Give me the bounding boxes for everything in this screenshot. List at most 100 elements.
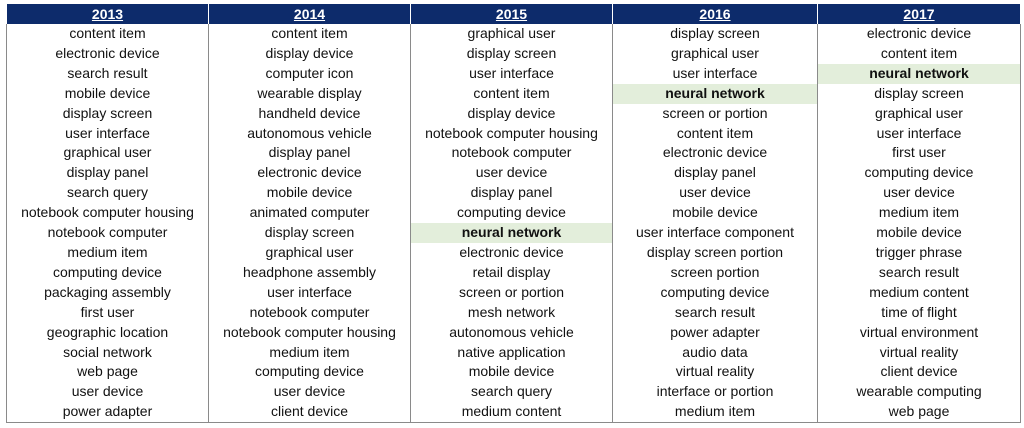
table-cell: search result <box>817 262 1021 283</box>
table-cell: display screen <box>410 43 613 64</box>
table-row: user device user device search query interf… <box>6 382 1021 403</box>
table-cell: search query <box>6 183 209 204</box>
table-cell: mobile device <box>208 183 411 204</box>
table-cell: audio data <box>612 342 818 363</box>
table-cell: power adapter <box>6 402 209 424</box>
table-cell: screen or portion <box>410 282 613 303</box>
table-cell: medium item <box>817 203 1021 224</box>
table-row: power adapter client device medium content… <box>6 402 1021 424</box>
table-cell: content item <box>612 123 818 144</box>
table-cell: user device <box>6 382 209 403</box>
table-cell: notebook computer <box>6 223 209 243</box>
table-row: computing device headphone assembly retail… <box>6 262 1021 283</box>
table-cell: mobile device <box>612 203 818 224</box>
table-cell: trigger phrase <box>817 242 1021 263</box>
table-cell: web page <box>6 362 209 383</box>
table-cell: electronic device <box>817 24 1021 44</box>
table-cell: mesh network <box>410 302 613 323</box>
table-row: search result computer icon user interface… <box>6 63 1021 84</box>
table-cell: medium item <box>208 342 411 363</box>
table-cell: autonomous vehicle <box>208 123 411 144</box>
table-cell: medium content <box>410 402 613 424</box>
table-cell: display panel <box>410 183 613 204</box>
table-cell: user interface <box>6 123 209 144</box>
table-cell: search result <box>612 302 818 323</box>
table-cell: notebook computer housing <box>208 322 411 343</box>
table-cell: user device <box>817 183 1021 204</box>
table-cell: electronic device <box>208 163 411 184</box>
table-cell: user device <box>612 183 818 204</box>
table-cell: computing device <box>6 262 209 283</box>
table-row: geographic location notebook computer hou… <box>6 322 1021 343</box>
table-cell: user device <box>410 163 613 184</box>
table-row: user interface autonomous vehicle notebook… <box>6 123 1021 144</box>
table-cell: content item <box>6 24 209 44</box>
term-ranking-table: 2013 2014 2015 2016 2017 content item con… <box>6 4 1021 424</box>
table-cell: display panel <box>208 143 411 164</box>
table-cell: content item <box>817 43 1021 64</box>
table-cell: medium item <box>612 402 818 424</box>
table-row: medium item graphical user electronic devi… <box>6 242 1021 263</box>
table-row: electronic device display device display s… <box>6 43 1021 64</box>
table-cell: computing device <box>612 282 818 303</box>
table-cell: graphical user <box>817 103 1021 124</box>
table-row: notebook computer housing animated comput… <box>6 203 1021 224</box>
table-cell: computing device <box>817 163 1021 184</box>
table-row: notebook computer display screen neural ne… <box>6 223 1021 243</box>
table-cell: virtual environment <box>817 322 1021 343</box>
table-cell: mobile device <box>410 362 613 383</box>
table-cell: notebook computer <box>410 143 613 164</box>
table-cell: electronic device <box>6 43 209 64</box>
table-row: display screen handheld device display dev… <box>6 103 1021 124</box>
table-cell: medium item <box>6 242 209 263</box>
table-cell: mobile device <box>817 223 1021 243</box>
table-cell: screen portion <box>612 262 818 283</box>
table-cell: search result <box>6 63 209 84</box>
table-cell: electronic device <box>612 143 818 164</box>
table-cell: computing device <box>208 362 411 383</box>
table-cell: client device <box>208 402 411 424</box>
highlighted-cell: neural network <box>817 63 1021 84</box>
table-cell: user interface <box>410 63 613 84</box>
table-cell: retail display <box>410 262 613 283</box>
table-row: display panel electronic device user devic… <box>6 163 1021 184</box>
table-cell: geographic location <box>6 322 209 343</box>
table-cell: user interface component <box>612 223 818 243</box>
table-cell: content item <box>208 24 411 44</box>
table-cell: display device <box>410 103 613 124</box>
table-cell: electronic device <box>410 242 613 263</box>
table-cell: content item <box>410 83 613 104</box>
table-cell: handheld device <box>208 103 411 124</box>
table-cell: wearable computing <box>817 382 1021 403</box>
table-cell: notebook computer housing <box>410 123 613 144</box>
table-cell: first user <box>817 143 1021 164</box>
table-row: search query mobile device display panel us… <box>6 183 1021 204</box>
table-cell: notebook computer <box>208 302 411 323</box>
highlighted-cell: neural network <box>410 223 613 243</box>
table-cell: medium content <box>817 282 1021 303</box>
table-cell: user interface <box>612 63 818 84</box>
table-cell: social network <box>6 342 209 363</box>
table-cell: display panel <box>6 163 209 184</box>
table-cell: display screen <box>817 83 1021 104</box>
table-row: graphical user display panel notebook comp… <box>6 143 1021 164</box>
header-year: 2013 <box>6 4 209 24</box>
table-row: content item content item graphical user di… <box>6 24 1021 44</box>
header-row: 2013 2014 2015 2016 2017 <box>6 4 1021 24</box>
table-cell: interface or portion <box>612 382 818 403</box>
table-row: packaging assembly user interface screen o… <box>6 282 1021 303</box>
table-cell: first user <box>6 302 209 323</box>
table-cell: animated computer <box>208 203 411 224</box>
table-cell: time of flight <box>817 302 1021 323</box>
table-cell: search query <box>410 382 613 403</box>
table-cell: virtual reality <box>817 342 1021 363</box>
header-year: 2014 <box>208 4 411 24</box>
table-cell: user interface <box>208 282 411 303</box>
table-cell: display panel <box>612 163 818 184</box>
table-cell: wearable display <box>208 83 411 104</box>
header-year: 2017 <box>817 4 1021 24</box>
table-row: web page computing device mobile device vir… <box>6 362 1021 383</box>
table-cell: user device <box>208 382 411 403</box>
table-cell: display screen <box>6 103 209 124</box>
table-cell: graphical user <box>6 143 209 164</box>
